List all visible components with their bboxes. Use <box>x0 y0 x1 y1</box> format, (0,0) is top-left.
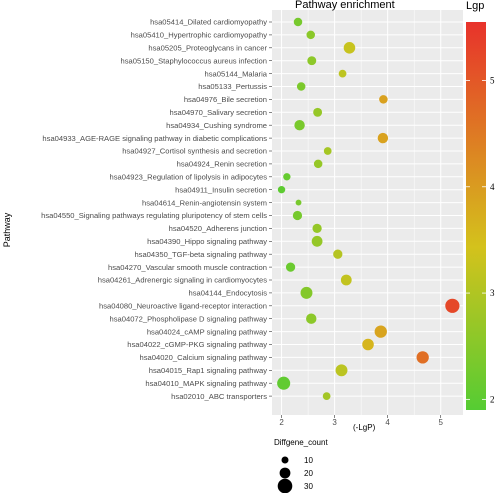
data-point <box>295 199 302 206</box>
x-tick-label: 4 <box>385 418 390 427</box>
data-point <box>445 298 460 313</box>
data-point <box>416 351 429 364</box>
data-point <box>296 82 306 91</box>
y-tick-label: hsa04010_MAPK signaling pathway <box>145 379 267 388</box>
x-tick-label: 2 <box>279 418 284 427</box>
data-point <box>306 30 315 40</box>
data-point <box>306 313 317 324</box>
color-tick-label: 5 <box>490 75 495 85</box>
data-point <box>294 119 305 131</box>
color-tick-label: 2 <box>490 394 495 404</box>
x-tick-label: 3 <box>332 418 337 427</box>
data-points <box>277 17 460 400</box>
x-axis-ticks: 2 3 4 5 <box>279 415 443 427</box>
data-point <box>322 392 331 400</box>
y-tick-label: hsa04550_Signaling pathways regulating p… <box>41 211 267 220</box>
y-tick-label: hsa04390_Hippo signaling pathway <box>147 237 267 246</box>
y-tick-label: hsa04614_Renin-angiotensin system <box>142 198 267 207</box>
y-tick-label: hsa04261_Adrenergic signaling in cardiom… <box>98 276 267 285</box>
y-axis-label: Pathway <box>2 212 12 247</box>
data-point <box>362 338 374 351</box>
size-legend-label: 20 <box>304 469 313 478</box>
data-point <box>313 107 323 117</box>
y-tick-label: hsa04020_Calcium signaling pathway <box>140 353 268 362</box>
y-tick-label: hsa04072_Phospholipase D signaling pathw… <box>110 314 268 323</box>
color-tick-label: 3 <box>490 288 495 298</box>
data-point <box>307 56 317 66</box>
color-legend-ticks: 2 3 4 5 <box>466 75 495 404</box>
color-legend: Lgp 2 3 4 5 <box>466 0 495 410</box>
data-point <box>313 159 323 169</box>
y-tick-label: hsa04144_Endocytosis <box>188 289 267 298</box>
color-bar <box>466 22 486 410</box>
data-point <box>312 223 322 234</box>
y-tick-label: hsa04934_Cushing syndrome <box>166 121 267 130</box>
data-point <box>277 376 291 390</box>
data-point <box>343 42 356 54</box>
y-tick-label: hsa04024_cAMP signaling pathway <box>147 327 267 336</box>
size-legend-label: 30 <box>304 482 313 491</box>
data-point <box>300 286 313 299</box>
y-tick-label: hsa05414_Dilated cardiomyopathy <box>150 18 267 27</box>
y-tick-label: hsa05144_Malaria <box>205 69 268 78</box>
data-point <box>340 274 352 286</box>
y-tick-label: hsa05410_Hypertrophic cardiomyopathy <box>131 31 268 40</box>
data-point <box>283 173 291 181</box>
y-tick-label: hsa04270_Vascular smooth muscle contract… <box>108 263 267 272</box>
y-tick-label: hsa04911_Insulin secretion <box>175 185 267 194</box>
data-point <box>374 325 387 338</box>
data-point <box>277 186 286 194</box>
size-legend-dot <box>279 467 291 479</box>
y-tick-label: hsa04015_Rap1 signaling pathway <box>149 366 267 375</box>
y-tick-label: hsa04924_Renin secretion <box>177 160 267 169</box>
data-point <box>311 235 323 247</box>
size-legend-title: Diffgene_count <box>274 438 328 447</box>
y-tick-label: hsa05150_Staphylococcus aureus infection <box>121 56 268 65</box>
chart-title: Pathway enrichment <box>295 0 395 11</box>
size-legend-dot <box>281 456 289 464</box>
y-tick-label: hsa02010_ABC transporters <box>171 392 267 401</box>
y-tick-label: hsa05205_Proteoglycans in cancer <box>148 44 267 53</box>
data-point <box>285 262 296 272</box>
data-point <box>323 147 332 155</box>
y-tick-label: hsa04520_Adherens junction <box>169 224 267 233</box>
y-tick-label: hsa04080_Neuroactive ligand-receptor int… <box>99 302 267 311</box>
y-tick-label: hsa04927_Cortisol synthesis and secretio… <box>122 147 267 156</box>
color-legend-title: Lgp <box>466 0 484 12</box>
size-legend-label: 10 <box>304 456 313 465</box>
grid-lines <box>272 10 463 415</box>
data-point <box>292 210 303 221</box>
pathway-labels: hsa05414_Dilated cardiomyopathy hsa05410_… <box>41 18 272 401</box>
x-tick-label: 5 <box>438 418 443 427</box>
data-point <box>377 132 389 144</box>
data-point <box>379 95 388 104</box>
size-legend: Diffgene_count 10 20 30 <box>274 438 328 493</box>
y-tick-label: hsa04350_TGF-beta signaling pathway <box>134 250 267 259</box>
y-tick-label: hsa04970_Salivary secretion <box>169 108 267 117</box>
x-axis-label: (-LgP) <box>353 423 376 432</box>
y-tick-label: hsa04976_Bile secretion <box>184 95 267 104</box>
color-tick-label: 4 <box>490 182 495 192</box>
size-legend-dot <box>277 478 293 493</box>
y-tick-label: hsa04933_AGE-RAGE signaling pathway in d… <box>42 134 267 143</box>
y-tick-label: hsa04022_cGMP-PKG signaling pathway <box>127 340 267 349</box>
data-point <box>338 69 347 78</box>
y-tick-label: hsa04923_Regulation of lipolysis in adip… <box>110 173 268 182</box>
data-point <box>335 364 348 377</box>
data-point <box>293 17 303 27</box>
data-point <box>333 249 343 259</box>
y-tick-label: hsa05133_Pertussis <box>198 82 267 91</box>
